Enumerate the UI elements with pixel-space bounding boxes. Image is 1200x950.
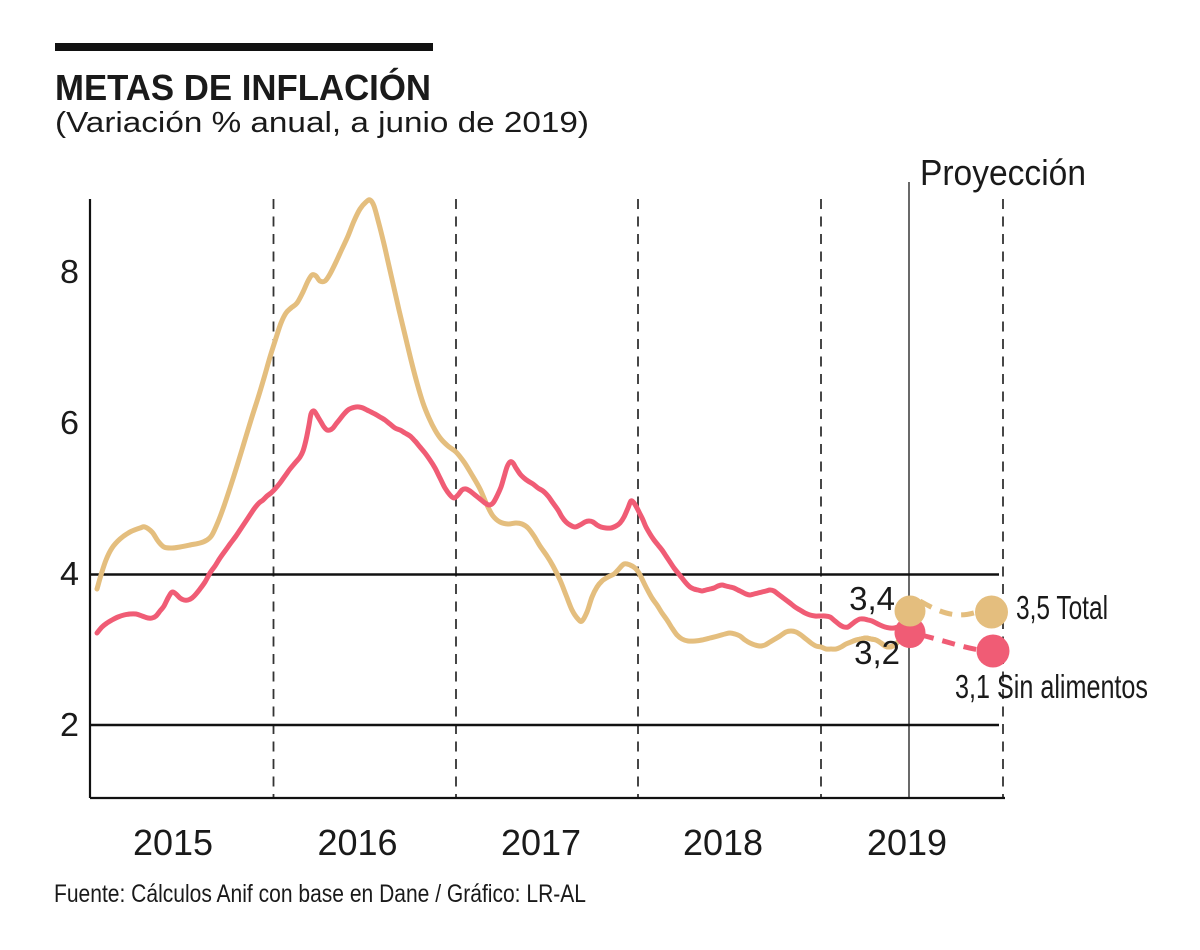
svg-text:2: 2: [60, 706, 79, 743]
svg-text:2017: 2017: [501, 822, 581, 863]
svg-text:Proyección: Proyección: [920, 152, 1086, 193]
svg-text:3,1 Sin alimentos: 3,1 Sin alimentos: [955, 668, 1148, 705]
svg-text:3,5 Total: 3,5 Total: [1016, 589, 1108, 626]
svg-text:Fuente: Cálculos Anif con base: Fuente: Cálculos Anif con base en Dane /…: [54, 880, 586, 908]
svg-text:3,4: 3,4: [849, 580, 895, 617]
svg-text:8: 8: [60, 253, 79, 290]
svg-text:4: 4: [60, 555, 79, 592]
svg-text:2016: 2016: [317, 822, 397, 863]
svg-text:2019: 2019: [867, 822, 947, 863]
svg-text:6: 6: [60, 404, 79, 441]
svg-text:(Variación % anual, a junio de: (Variación % anual, a junio de 2019): [55, 107, 589, 139]
svg-text:METAS DE INFLACIÓN: METAS DE INFLACIÓN: [55, 66, 431, 108]
svg-text:3,2: 3,2: [854, 634, 900, 671]
svg-text:2018: 2018: [683, 822, 763, 863]
svg-text:2015: 2015: [133, 822, 213, 863]
